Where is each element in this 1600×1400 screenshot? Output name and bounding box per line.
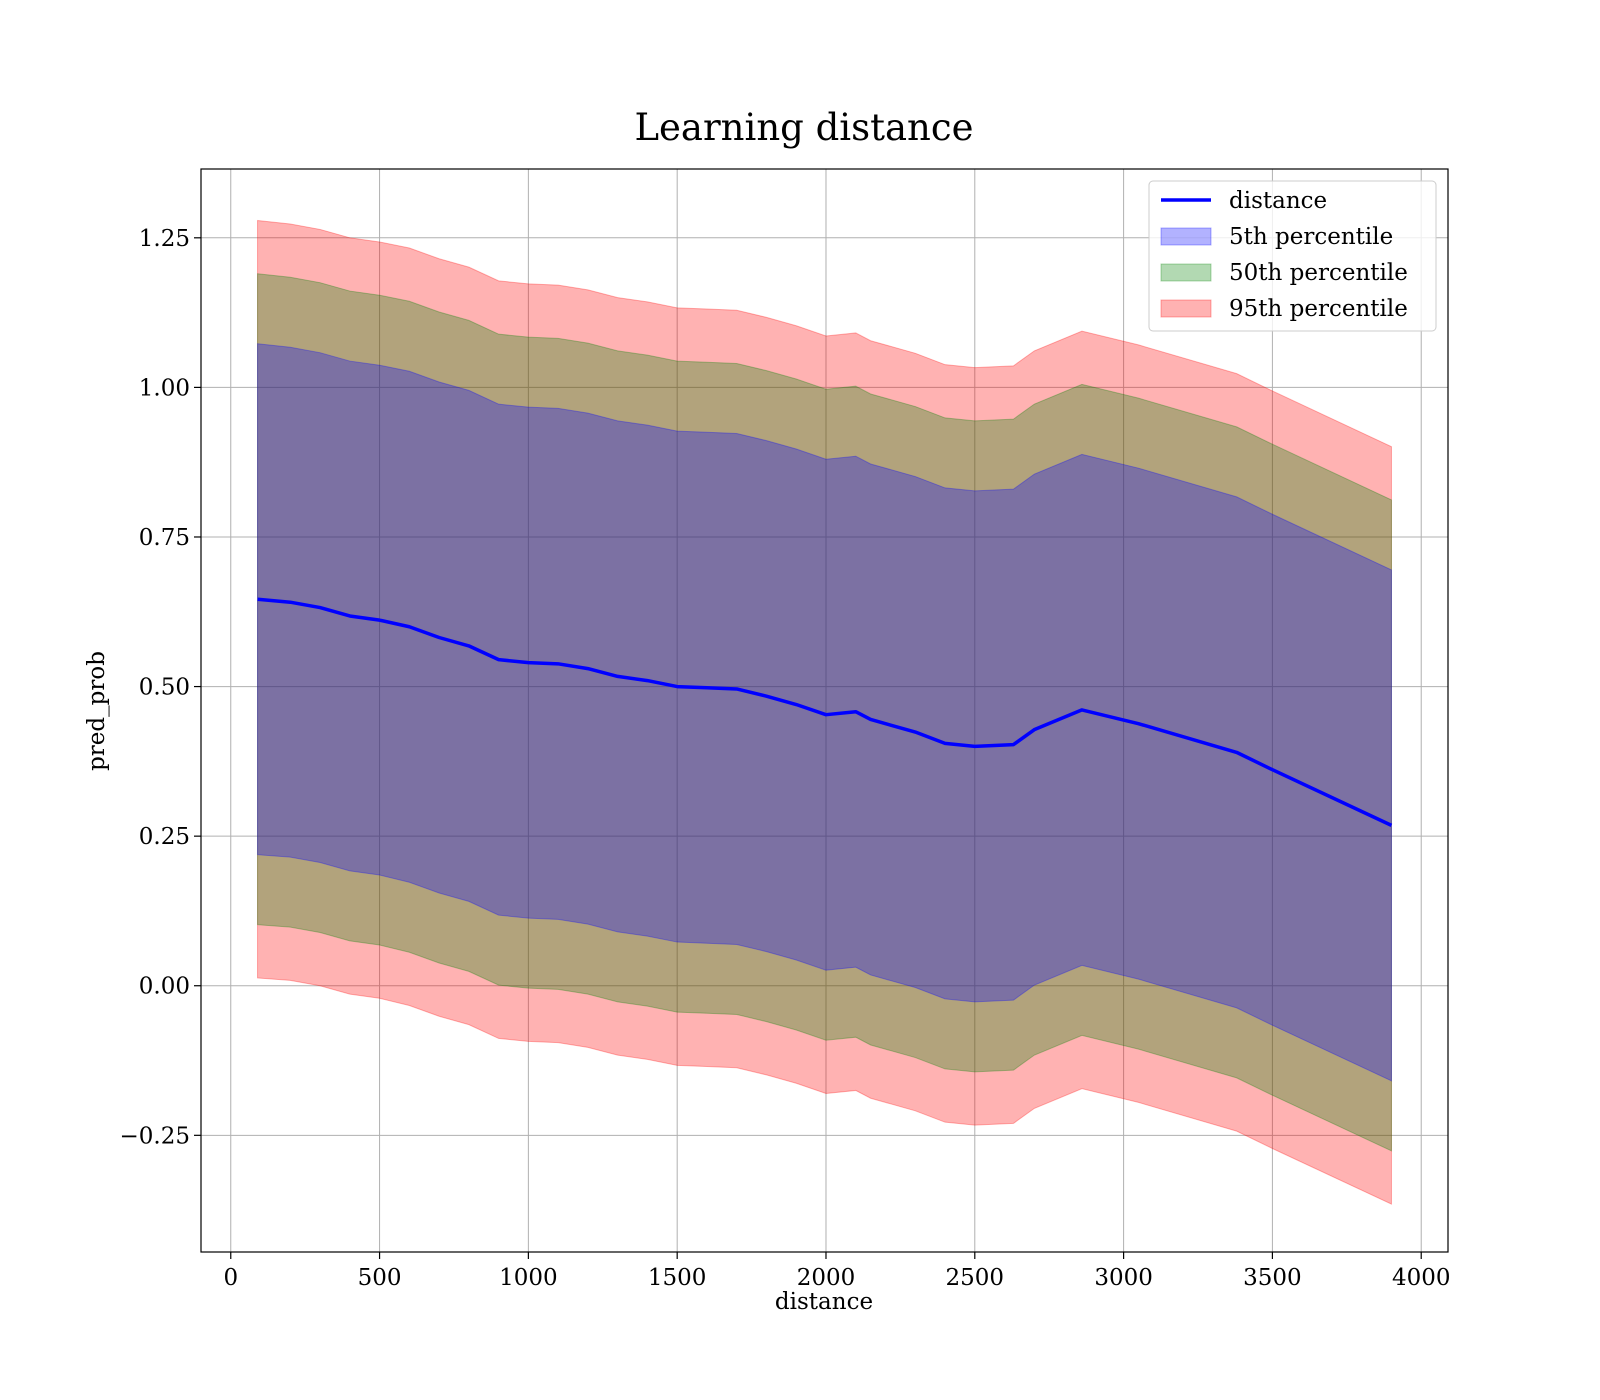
x-tick-label: 3500 (1243, 1265, 1302, 1291)
x-axis-label: distance (775, 1289, 873, 1315)
legend-swatch (1160, 227, 1212, 246)
legend: distance 5th percentile 50th percentile 95t… (1148, 180, 1437, 332)
band-50th-percentile (257, 273, 1392, 1152)
legend-frame (1148, 180, 1437, 332)
legend-swatch (1160, 263, 1212, 282)
legend-swatch (1160, 299, 1212, 318)
grid (201, 169, 1448, 1252)
x-axis-ticks: 0 500 1000 1500 2000 2500 3000 3500 4000 (223, 1252, 1450, 1291)
x-tick-label: 500 (358, 1265, 402, 1291)
x-tick-label: 2000 (797, 1265, 856, 1291)
y-tick-label: 0.75 (139, 525, 190, 551)
y-tick-label: 1.00 (139, 375, 190, 401)
x-tick-label: 0 (223, 1265, 238, 1291)
legend-label: 50th percentile (1229, 260, 1408, 286)
x-tick-label: 4000 (1392, 1265, 1451, 1291)
legend-label: distance (1229, 188, 1327, 214)
x-tick-label: 1500 (648, 1265, 707, 1291)
y-tick-label: 0.50 (139, 675, 190, 701)
y-axis-ticks: −0.25 0.00 0.25 0.50 0.75 1.00 1.25 (120, 226, 201, 1149)
plot-frame (200, 168, 1449, 1253)
x-tick-label: 2500 (946, 1265, 1005, 1291)
legend-label: 5th percentile (1229, 224, 1393, 250)
percentile-bands (257, 219, 1392, 1205)
band-95th-percentile (257, 219, 1392, 1205)
band-5th-percentile (257, 343, 1392, 1082)
y-tick-label: 0.00 (139, 974, 190, 1000)
x-tick-label: 1000 (499, 1265, 558, 1291)
y-tick-label: −0.25 (120, 1123, 190, 1149)
series-lines (257, 597, 1393, 827)
y-tick-label: 1.25 (139, 226, 190, 252)
y-tick-label: 0.25 (139, 824, 190, 850)
series-line-distance (257, 597, 1393, 827)
legend-label: 95th percentile (1229, 296, 1408, 322)
chart-title: Learning distance (634, 106, 973, 149)
y-axis-label: pred_prob (84, 651, 110, 771)
x-tick-label: 3000 (1094, 1265, 1153, 1291)
